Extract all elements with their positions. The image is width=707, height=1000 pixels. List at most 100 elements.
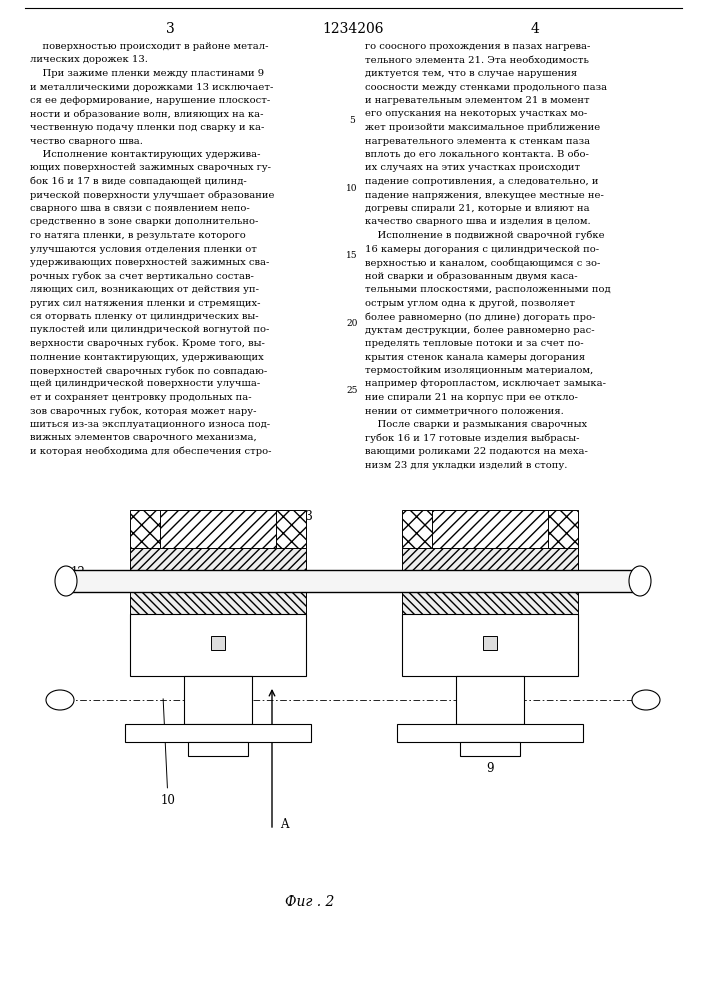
Bar: [184, 676, 252, 724]
Text: шиться из-за эксплуатационного износа под-: шиться из-за эксплуатационного износа по…: [30, 420, 270, 429]
Text: чество сварного шва.: чество сварного шва.: [30, 136, 143, 145]
Text: 16 камеры догорания с цилиндрической по-: 16 камеры догорания с цилиндрической по-: [365, 244, 599, 253]
Text: падение сопротивления, а следовательно, и: падение сопротивления, а следовательно, …: [365, 177, 599, 186]
Text: пуклостей или цилиндрической вогнутой по-: пуклостей или цилиндрической вогнутой по…: [30, 326, 269, 334]
Bar: [402, 510, 578, 548]
Text: го соосного прохождения в пазах нагрева-: го соосного прохождения в пазах нагрева-: [365, 42, 590, 51]
Text: острым углом одна к другой, позволяет: острым углом одна к другой, позволяет: [365, 298, 575, 308]
Text: соосности между стенками продольного паза: соосности между стенками продольного паз…: [365, 83, 607, 92]
Ellipse shape: [46, 690, 74, 710]
Text: 10: 10: [346, 184, 358, 193]
Text: рочных губок за счет вертикально состав-: рочных губок за счет вертикально состав-: [30, 271, 254, 281]
Bar: [397, 724, 583, 742]
Text: 25: 25: [346, 386, 358, 395]
Bar: [130, 614, 306, 676]
Text: крытия стенок канала камеры догорания: крытия стенок канала камеры догорания: [365, 353, 585, 361]
Text: 3: 3: [165, 22, 175, 36]
Text: После сварки и размыкания сварочных: После сварки и размыкания сварочных: [365, 420, 587, 429]
Text: лических дорожек 13.: лических дорожек 13.: [30, 55, 148, 64]
Text: низм 23 для укладки изделий в стопу.: низм 23 для укладки изделий в стопу.: [365, 460, 568, 470]
Text: верхностью и каналом, сообщающимся с зо-: верхностью и каналом, сообщающимся с зо-: [365, 258, 600, 267]
Text: их случаях на этих участках происходит: их случаях на этих участках происходит: [365, 163, 580, 172]
Text: 5: 5: [349, 116, 355, 125]
Text: Исполнение в подвижной сварочной губке: Исполнение в подвижной сварочной губке: [365, 231, 604, 240]
Ellipse shape: [629, 566, 651, 596]
Bar: [125, 724, 311, 742]
Text: ности и образование волн, влияющих на ка-: ности и образование волн, влияющих на ка…: [30, 109, 264, 119]
Text: 11: 11: [181, 510, 265, 529]
Text: тельного элемента 21. Эта необходимость: тельного элемента 21. Эта необходимость: [365, 55, 589, 64]
Text: пределять тепловые потоки и за счет по-: пределять тепловые потоки и за счет по-: [365, 339, 583, 348]
Text: При зажиме пленки между пластинами 9: При зажиме пленки между пластинами 9: [30, 69, 264, 78]
Bar: [130, 592, 306, 614]
Text: 10: 10: [160, 699, 175, 806]
Bar: [188, 742, 248, 756]
Bar: [432, 510, 548, 548]
Text: ся ее деформирование, нарушение плоскост-: ся ее деформирование, нарушение плоскост…: [30, 96, 270, 105]
Text: тельными плоскостями, расположенными под: тельными плоскостями, расположенными под: [365, 285, 611, 294]
Text: поверхностью происходит в районе метал-: поверхностью происходит в районе метал-: [30, 42, 269, 51]
Ellipse shape: [55, 566, 77, 596]
Text: вающими роликами 22 подаются на меха-: вающими роликами 22 подаются на меха-: [365, 447, 588, 456]
Text: жет произойти максимальное приближение: жет произойти максимальное приближение: [365, 123, 600, 132]
Text: средственно в зоне сварки дополнительно-: средственно в зоне сварки дополнительно-: [30, 218, 258, 227]
Text: ной сварки и образованным двумя каса-: ной сварки и образованным двумя каса-: [365, 271, 578, 281]
Text: нении от симметричного положения.: нении от симметричного положения.: [365, 406, 563, 416]
Bar: [130, 548, 306, 570]
Text: рической поверхности улучшает образование: рической поверхности улучшает образовани…: [30, 190, 274, 200]
Text: вижных элементов сварочного механизма,: вижных элементов сварочного механизма,: [30, 434, 257, 442]
Text: ляющих сил, возникающих от действия уп-: ляющих сил, возникающих от действия уп-: [30, 285, 259, 294]
Text: зов сварочных губок, которая может нару-: зов сварочных губок, которая может нару-: [30, 406, 257, 416]
Bar: [211, 636, 225, 650]
Text: 1234206: 1234206: [322, 22, 384, 36]
Text: 20: 20: [346, 319, 358, 328]
Text: Фиг . 2: Фиг . 2: [286, 895, 334, 909]
Text: чественную подачу пленки под сварку и ка-: чественную подачу пленки под сварку и ка…: [30, 123, 264, 132]
Text: губок 16 и 17 готовые изделия выбрасы-: губок 16 и 17 готовые изделия выбрасы-: [365, 434, 580, 443]
Text: ющих поверхностей зажимных сварочных гу-: ющих поверхностей зажимных сварочных гу-: [30, 163, 271, 172]
Text: удерживающих поверхностей зажимных сва-: удерживающих поверхностей зажимных сва-: [30, 258, 269, 267]
Bar: [402, 614, 578, 676]
Text: термостойким изоляционным материалом,: термостойким изоляционным материалом,: [365, 366, 593, 375]
Text: ние спирали 21 на корпус при ее откло-: ние спирали 21 на корпус при ее откло-: [365, 393, 578, 402]
Text: его опускания на некоторых участках мо-: его опускания на некоторых участках мо-: [365, 109, 588, 118]
Text: ругих сил натяжения пленки и стремящих-: ругих сил натяжения пленки и стремящих-: [30, 298, 260, 308]
Text: нагревательного элемента к стенкам паза: нагревательного элемента к стенкам паза: [365, 136, 590, 145]
Text: падение напряжения, влекущее местные не-: падение напряжения, влекущее местные не-: [365, 190, 604, 200]
Text: качество сварного шва и изделия в целом.: качество сварного шва и изделия в целом.: [365, 218, 590, 227]
Text: ет и сохраняет центровку продольных па-: ет и сохраняет центровку продольных па-: [30, 393, 252, 402]
Text: 12: 12: [71, 566, 86, 578]
Bar: [456, 676, 524, 724]
Text: и которая необходима для обеспечения стро-: и которая необходима для обеспечения стр…: [30, 447, 271, 456]
Text: 14: 14: [483, 510, 518, 528]
Text: улучшаются условия отделения пленки от: улучшаются условия отделения пленки от: [30, 244, 257, 253]
Text: 15: 15: [346, 251, 358, 260]
Bar: [402, 592, 578, 614]
Text: 9: 9: [486, 699, 500, 774]
Text: более равномерно (по длине) догорать про-: более равномерно (по длине) догорать про…: [365, 312, 595, 322]
Text: верхности сварочных губок. Кроме того, вы-: верхности сварочных губок. Кроме того, в…: [30, 339, 265, 349]
Bar: [460, 742, 520, 756]
Text: го натяга пленки, в результате которого: го натяга пленки, в результате которого: [30, 231, 246, 240]
Text: полнение контактирующих, удерживающих: полнение контактирующих, удерживающих: [30, 353, 264, 361]
Ellipse shape: [632, 690, 660, 710]
Text: сварного шва в связи с появлением непо-: сварного шва в связи с появлением непо-: [30, 204, 250, 213]
Text: дуктам деструкции, более равномерно рас-: дуктам деструкции, более равномерно рас-: [365, 326, 595, 335]
Text: и металлическими дорожками 13 исключает-: и металлическими дорожками 13 исключает-: [30, 83, 274, 92]
Text: ся оторвать пленку от цилиндрических вы-: ся оторвать пленку от цилиндрических вы-: [30, 312, 259, 321]
Text: и нагревательным элементом 21 в момент: и нагревательным элементом 21 в момент: [365, 96, 590, 105]
Bar: [130, 510, 306, 548]
Text: диктуется тем, что в случае нарушения: диктуется тем, что в случае нарушения: [365, 69, 577, 78]
Text: A: A: [280, 818, 288, 831]
Text: щей цилиндрической поверхности улучша-: щей цилиндрической поверхности улучша-: [30, 379, 260, 388]
Text: поверхностей сварочных губок по совпадаю-: поверхностей сварочных губок по совпадаю…: [30, 366, 267, 375]
Text: догревы спирали 21, которые и влияют на: догревы спирали 21, которые и влияют на: [365, 204, 590, 213]
Text: вплоть до его локального контакта. В обо-: вплоть до его локального контакта. В обо…: [365, 150, 589, 159]
Text: бок 16 и 17 в виде совпадающей цилинд-: бок 16 и 17 в виде совпадающей цилинд-: [30, 177, 247, 186]
Bar: [160, 510, 276, 548]
Bar: [402, 548, 578, 570]
Bar: [483, 636, 497, 650]
Text: 4: 4: [530, 22, 539, 36]
Text: 13: 13: [221, 510, 313, 529]
Bar: [68, 570, 638, 592]
